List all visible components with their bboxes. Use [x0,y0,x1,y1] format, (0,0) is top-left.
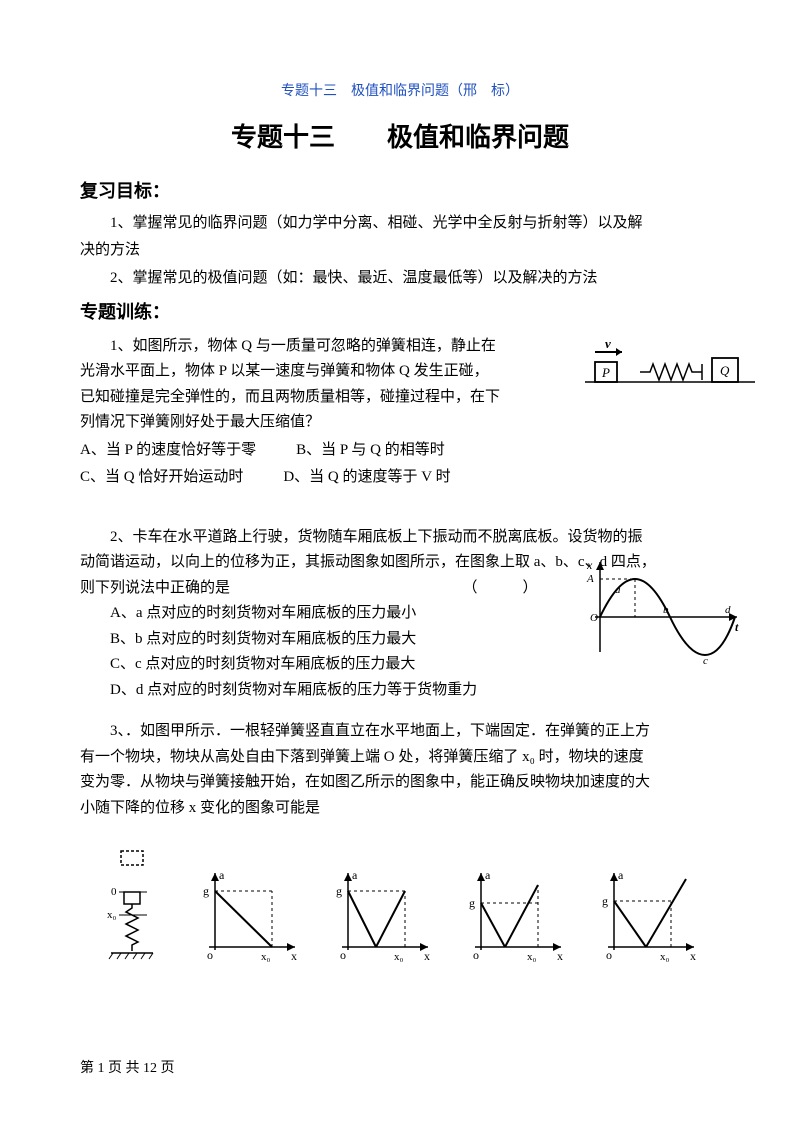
svg-text:d: d [725,604,731,616]
svg-text:a: a [615,584,621,596]
svg-text:x₀: x₀ [660,951,670,963]
figure-sine-wave: x t A O a b c d [585,557,745,667]
figure-spring-setup: 0 x₀ [99,845,169,965]
svg-text:x: x [557,949,563,963]
header-link: 专题十三 极值和临界问题（邢 标） [80,80,720,104]
svg-text:x: x [424,949,430,963]
q2-option-d: D、d 点对应的时刻货物对车厢底板的压力等于货物重力 [80,678,720,704]
svg-text:g: g [336,884,342,898]
q3-line1: 3、．如图甲所示．一根轻弹簧竖直直立在水平地面上，下端固定．在弹簧的正上方 [80,719,720,745]
figure-spring-collision: P v Q [580,334,760,389]
svg-text:v: v [605,336,611,351]
section-training-heading: 专题训练： [80,297,720,328]
q1-option-d: D、当 Q 的速度等于 V 时 [283,465,450,491]
svg-text:x: x [690,949,696,963]
svg-text:x: x [586,558,593,572]
q1-option-b: B、当 P 与 Q 的相等时 [296,438,445,464]
svg-text:b: b [663,604,669,616]
q2-line1: 2、卡车在水平道路上行驶，货物随车厢底板上下振动而不脱离底板。设货物的振 [80,525,720,551]
svg-text:a: a [485,868,491,882]
svg-text:x₀: x₀ [527,951,537,963]
q3-graphs-row: 0 x₀ a g o x₀ x [80,845,720,965]
svg-text:a: a [352,868,358,882]
svg-text:x: x [291,949,297,963]
svg-text:o: o [207,948,213,962]
svg-text:a: a [219,868,225,882]
goal-2: 2、掌握常见的极值问题（如：最快、最近、温度最低等）以及解决的方法 [80,266,720,292]
svg-text:a: a [618,868,624,882]
svg-text:o: o [606,948,612,962]
q3-line3: 变为零．从物块与弹簧接触开始，在如图乙所示的图象中，能正确反映物块加速度的大 [80,770,720,796]
graph-option-b: a g o x₀ x [330,865,435,965]
svg-text:O: O [590,612,598,624]
goal-1: 1、掌握常见的临界问题（如力学中分离、相碰、光学中全反射与折射等）以及解 [80,211,720,237]
q3-line4: 小随下降的位移 x 变化的图象可能是 [80,796,720,822]
graph-option-a: a g o x₀ x [197,865,302,965]
svg-text:A: A [586,573,594,585]
svg-text:g: g [203,884,209,898]
goal-1-cont: 决的方法 [80,238,720,264]
graph-option-d: a g o x₀ x [596,865,701,965]
svg-text:x₀: x₀ [394,951,404,963]
svg-text:g: g [602,894,608,908]
q1-option-a: A、当 P 的速度恰好等于零 [80,438,256,464]
question-3: 3、．如图甲所示．一根轻弹簧竖直直立在水平地面上，下端固定．在弹簧的正上方 有一… [80,719,720,965]
page-footer: 第 1 页 共 12 页 [80,1057,175,1081]
q3-line2: 有一个物块，物块从高处自由下落到弹簧上端 O 处，将弹簧压缩了 x₀ 时，物块的… [80,745,720,771]
svg-text:x₀: x₀ [107,909,117,921]
svg-text:x₀: x₀ [261,951,271,963]
svg-text:t: t [735,620,739,634]
svg-text:o: o [473,948,479,962]
q1-line4: 列情况下弹簧刚好处于最大压缩值？ [80,410,720,436]
svg-text:P: P [601,365,610,380]
graph-option-c: a g o x₀ x [463,865,568,965]
question-2: x t A O a b c d 2、卡车在水平道路上行驶，货物随车厢底板上下振动… [80,525,720,704]
page-title: 专题十三 极值和临界问题 [80,116,720,160]
q1-option-c: C、当 Q 恰好开始运动时 [80,465,243,491]
svg-text:o: o [340,948,346,962]
svg-text:g: g [469,896,475,910]
svg-text:Q: Q [720,363,730,378]
svg-text:0: 0 [111,886,117,898]
question-1: P v Q 1、如图所示，物体 Q 与一质量可忽略的弹簧相连，静止在 光滑水平面… [80,334,720,491]
section-goals-heading: 复习目标： [80,176,720,207]
svg-text:c: c [703,655,708,667]
